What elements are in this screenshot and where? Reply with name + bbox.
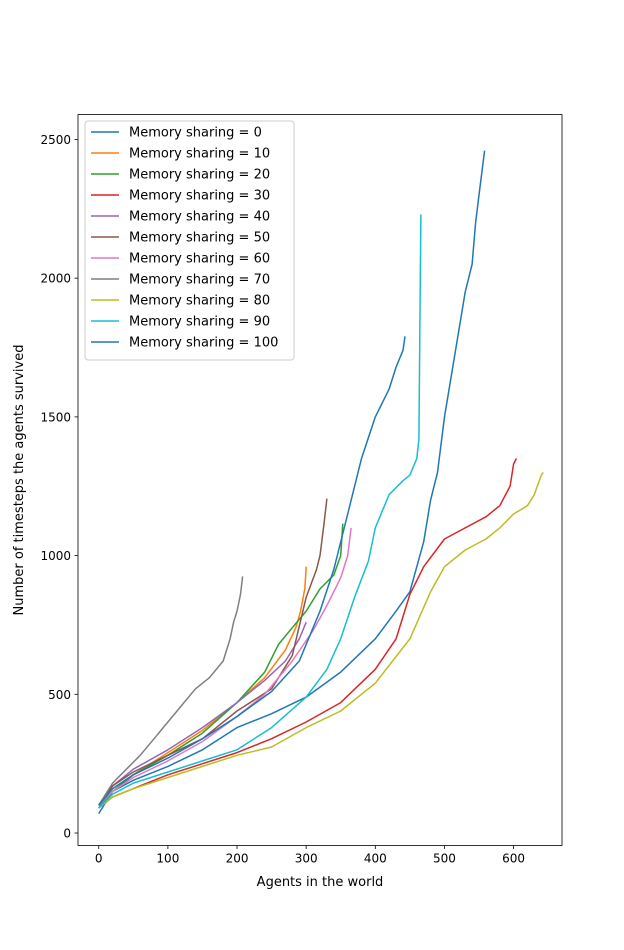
series-line-6 <box>98 527 352 806</box>
series-line-7 <box>98 576 244 806</box>
x-tick-label-0: 0 <box>95 852 103 866</box>
y-tick-label-2: 1000 <box>40 549 71 563</box>
legend-label-1: Memory sharing = 10 <box>129 147 270 162</box>
legend-label-2: Memory sharing = 20 <box>129 168 270 183</box>
y-tick-label-3: 1500 <box>40 410 71 424</box>
y-tick-label-5: 2500 <box>40 133 71 147</box>
series-line-5 <box>98 498 328 806</box>
legend-label-3: Memory sharing = 30 <box>129 189 270 204</box>
axis-ticks: 0 100 200 300 400 500 600 0 500 1000 1500 2000 2500 <box>40 133 525 866</box>
series-line-3 <box>98 458 518 809</box>
legend-label-8: Memory sharing = 80 <box>129 294 270 309</box>
x-tick-label-1: 100 <box>156 852 179 866</box>
y-tick-label-0: 0 <box>63 827 71 841</box>
series-line-0 <box>98 150 486 814</box>
x-tick-label-3: 300 <box>295 852 318 866</box>
x-tick-label-6: 600 <box>502 852 525 866</box>
y-tick-label-1: 500 <box>48 688 71 702</box>
legend-label-6: Memory sharing = 60 <box>129 252 270 267</box>
x-tick-label-4: 400 <box>364 852 387 866</box>
y-tick-label-4: 2000 <box>40 272 71 286</box>
legend-label-0: Memory sharing = 0 <box>129 126 262 141</box>
legend-box <box>84 120 295 361</box>
series-line-2 <box>98 523 344 809</box>
series-line-10 <box>98 336 406 806</box>
axes-frame <box>77 114 563 846</box>
legend-label-4: Memory sharing = 40 <box>129 210 270 225</box>
x-tick-label-5: 500 <box>433 852 456 866</box>
legend-label-9: Memory sharing = 90 <box>129 315 270 330</box>
legend-label-5: Memory sharing = 50 <box>129 231 270 246</box>
series-line-8 <box>98 471 544 809</box>
legend-label-7: Memory sharing = 70 <box>129 273 270 288</box>
x-tick-label-2: 200 <box>226 852 249 866</box>
series-line-4 <box>98 621 307 806</box>
series-line-9 <box>98 214 422 809</box>
y-axis-label: Number of timesteps the agents survived <box>12 345 27 616</box>
series-lines <box>98 150 544 814</box>
legend: Memory sharing = 0 Memory sharing = 10 Mem… <box>84 120 295 361</box>
legend-label-10: Memory sharing = 100 <box>129 336 278 351</box>
x-axis-label: Agents in the world <box>257 875 384 890</box>
